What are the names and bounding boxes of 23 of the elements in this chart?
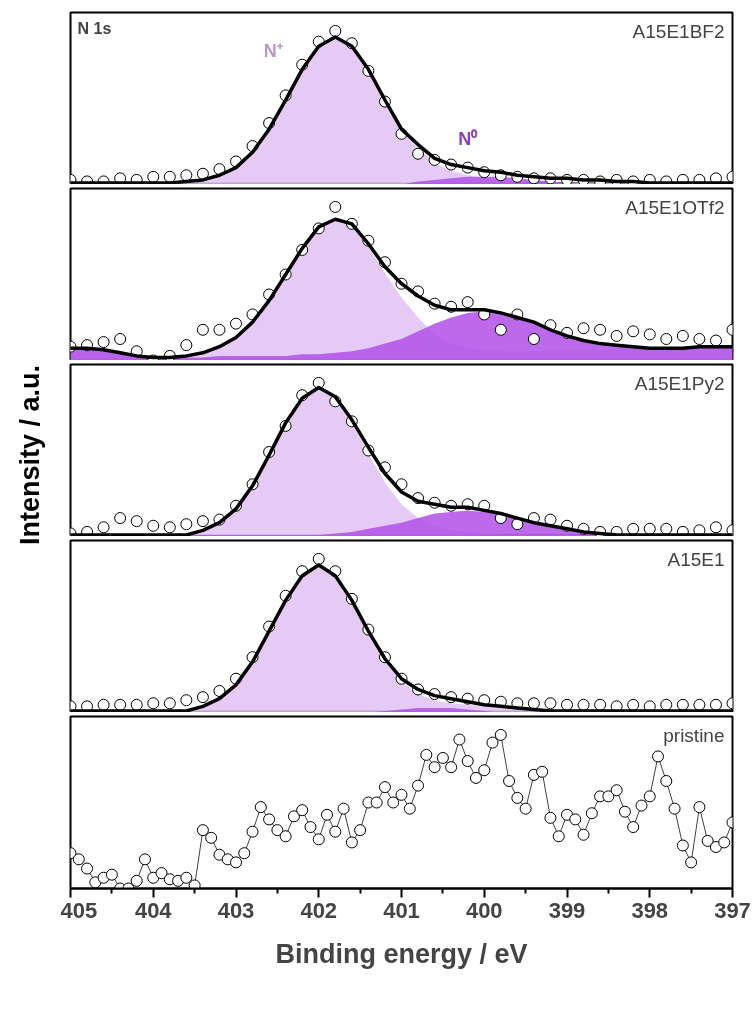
chart-title: pristine <box>663 724 725 746</box>
point <box>494 323 507 336</box>
chart-title: A15E1OTf2 <box>625 196 725 218</box>
point <box>527 333 540 345</box>
x-axis-title: Binding energy / eV <box>275 938 528 969</box>
chart-title: A15E1Py2 <box>634 372 725 394</box>
x-tick-label: 398 <box>631 897 669 923</box>
x-tick-label: 399 <box>548 897 586 923</box>
series-label: N⁰ <box>458 128 479 149</box>
x-tick-label: 400 <box>465 897 503 923</box>
chart-title: A15E1BF2 <box>632 20 725 42</box>
series-label: N⁺ <box>263 41 283 62</box>
x-tick-label: 402 <box>300 897 338 923</box>
y-axis-title: Intensity / a.u. <box>13 364 46 546</box>
x-tick-label: 397 <box>714 897 751 923</box>
chart-title: A15E1 <box>667 548 725 570</box>
x-tick-label: 404 <box>134 897 173 923</box>
x-tick-label: 403 <box>217 897 255 923</box>
x-tick-label: 405 <box>60 897 98 923</box>
point <box>511 518 524 531</box>
point <box>412 147 425 160</box>
annotation: N 1s <box>77 19 112 37</box>
x-tick-label: 401 <box>383 897 420 923</box>
